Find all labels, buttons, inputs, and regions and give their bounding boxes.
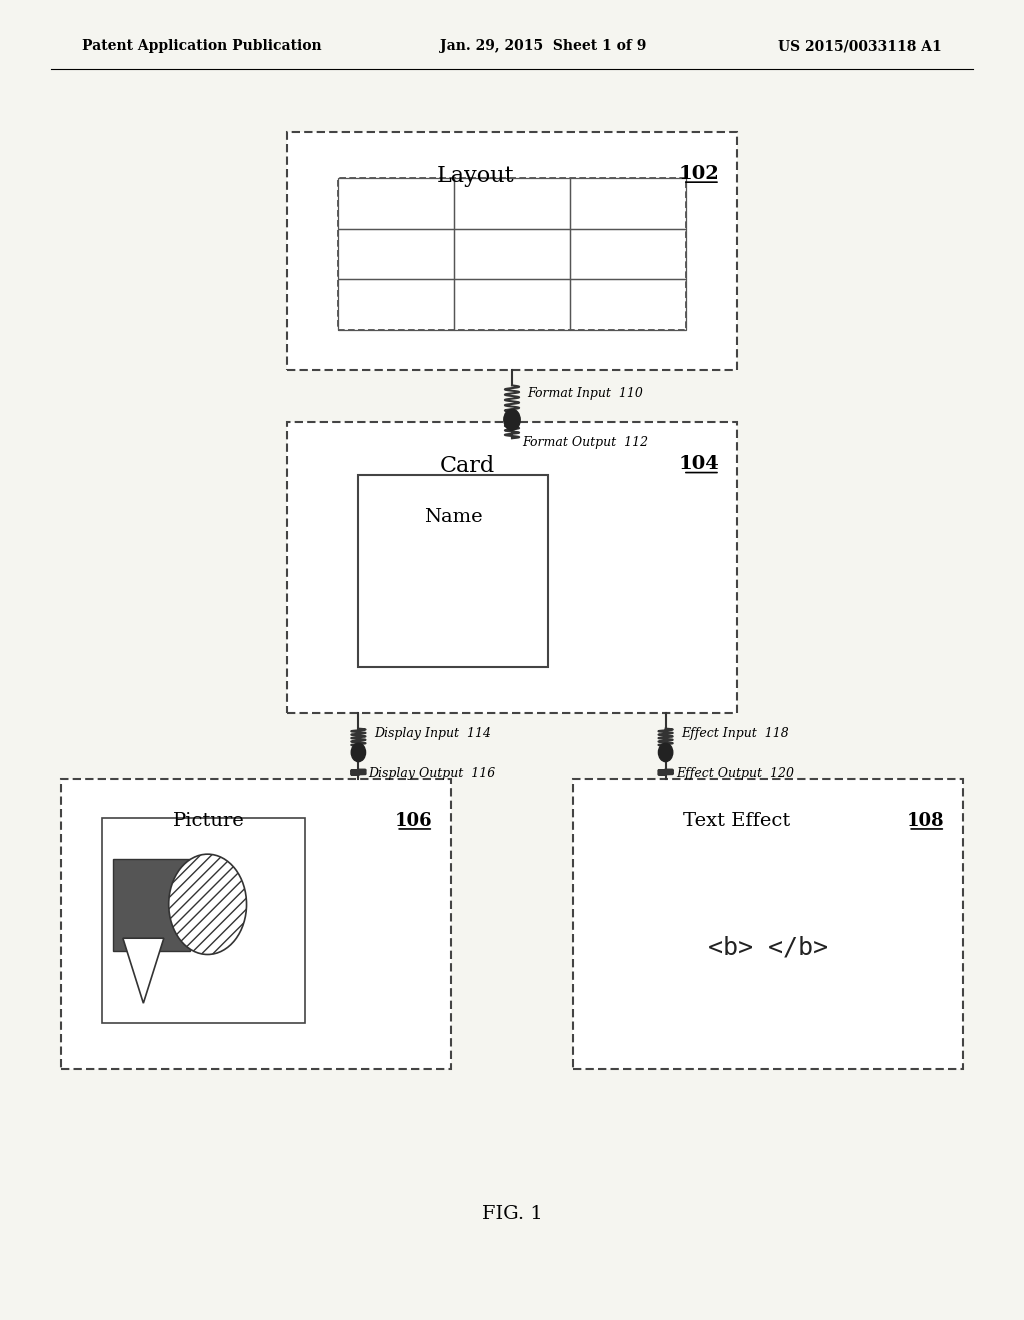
- Text: 104: 104: [678, 455, 719, 474]
- Bar: [113, 859, 189, 952]
- Bar: [102, 818, 305, 1023]
- Text: FIG. 1: FIG. 1: [481, 1205, 543, 1224]
- Text: Effect Input  118: Effect Input 118: [681, 727, 788, 741]
- Text: Effect Output  120: Effect Output 120: [676, 767, 794, 780]
- Circle shape: [658, 743, 673, 762]
- Bar: [338, 228, 454, 280]
- Bar: [338, 280, 454, 330]
- Text: 108: 108: [906, 812, 944, 830]
- Bar: [287, 422, 737, 713]
- Bar: [358, 475, 548, 667]
- Text: US 2015/0033118 A1: US 2015/0033118 A1: [778, 40, 942, 53]
- Bar: [573, 779, 963, 1069]
- Text: Format Output  112: Format Output 112: [522, 436, 648, 449]
- Circle shape: [504, 409, 520, 430]
- Text: 106: 106: [394, 812, 432, 830]
- Bar: [338, 178, 686, 330]
- Bar: [287, 132, 737, 370]
- Text: Patent Application Publication: Patent Application Publication: [82, 40, 322, 53]
- Text: Name: Name: [424, 508, 482, 527]
- Circle shape: [351, 743, 366, 762]
- Circle shape: [169, 854, 247, 954]
- Text: Display Input  114: Display Input 114: [374, 727, 490, 741]
- Bar: [570, 228, 686, 280]
- Text: Card: Card: [439, 455, 495, 478]
- Bar: [570, 280, 686, 330]
- Bar: [61, 779, 451, 1069]
- Text: 102: 102: [678, 165, 719, 183]
- Text: Display Output  116: Display Output 116: [369, 767, 496, 780]
- Polygon shape: [123, 939, 164, 1003]
- Bar: [454, 178, 570, 228]
- Text: Format Input  110: Format Input 110: [527, 387, 643, 400]
- Text: Layout: Layout: [437, 165, 515, 187]
- Bar: [570, 178, 686, 228]
- Text: <b> </b>: <b> </b>: [708, 936, 828, 960]
- Text: Text Effect: Text Effect: [683, 812, 791, 830]
- Bar: [454, 228, 570, 280]
- Text: Jan. 29, 2015  Sheet 1 of 9: Jan. 29, 2015 Sheet 1 of 9: [440, 40, 647, 53]
- Bar: [454, 280, 570, 330]
- Bar: [338, 178, 454, 228]
- Text: Picture: Picture: [173, 812, 245, 830]
